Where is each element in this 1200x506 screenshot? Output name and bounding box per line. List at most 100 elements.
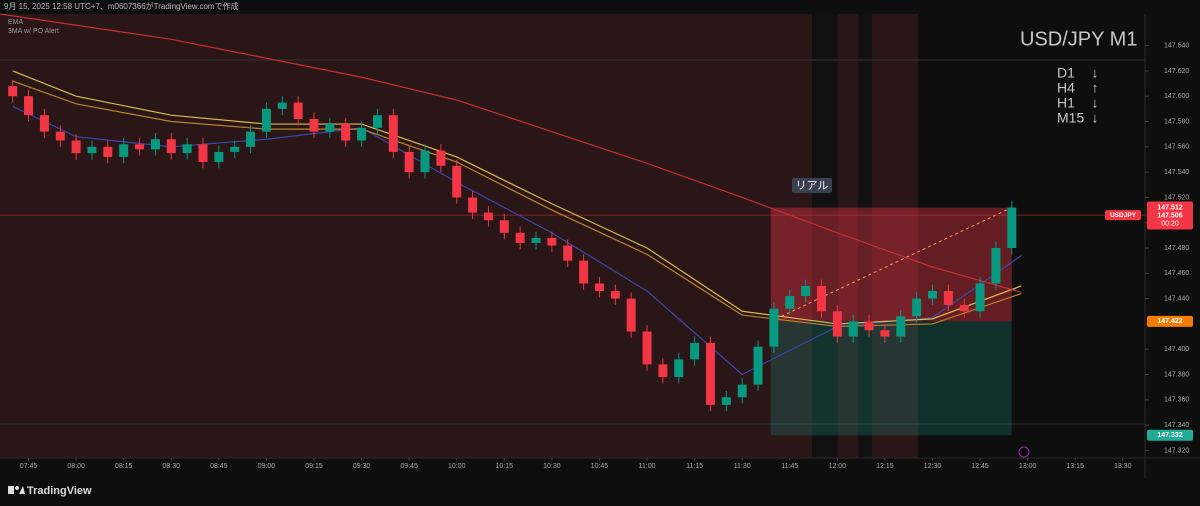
legend-item: EMA xyxy=(8,19,24,26)
candle-body xyxy=(499,220,509,233)
candle-body xyxy=(246,131,256,147)
candle-body xyxy=(769,308,779,347)
trend-arrow: ↑ xyxy=(1092,80,1099,96)
x-tick-label: 12:30 xyxy=(924,463,942,470)
brand: TradingView xyxy=(27,485,92,497)
trend-timeframe: H1 xyxy=(1057,95,1075,111)
x-tick-label: 10:45 xyxy=(591,463,609,470)
x-tick-label: 08:45 xyxy=(210,463,228,470)
candle-body xyxy=(293,102,303,119)
symbol-title: USD/JPY M1 xyxy=(1020,28,1137,50)
candle-body xyxy=(753,346,763,385)
x-tick-label: 13:00 xyxy=(1019,463,1037,470)
candle-body xyxy=(594,283,604,292)
brand-logo xyxy=(19,486,25,494)
x-tick-label: 11:15 xyxy=(686,463,703,470)
candle-body xyxy=(610,291,620,299)
brand-logo xyxy=(15,486,19,490)
candle-body xyxy=(87,146,97,154)
candle-body xyxy=(230,146,240,152)
candle-body xyxy=(436,150,446,166)
x-tick-label: 09:45 xyxy=(400,463,418,470)
candle-body xyxy=(8,86,18,97)
zone-label-box xyxy=(792,178,832,193)
trend-timeframe: H4 xyxy=(1057,80,1075,96)
x-tick-label: 12:45 xyxy=(971,463,989,470)
candle-body xyxy=(166,139,176,154)
x-tick-label: 13:15 xyxy=(1066,463,1084,470)
countdown: 00:20 xyxy=(1161,220,1179,227)
candle-body xyxy=(959,304,969,312)
candle-body xyxy=(420,150,430,173)
candle-body xyxy=(404,151,414,173)
y-tick-label: 147.340 xyxy=(1164,422,1189,429)
candle-body xyxy=(150,139,160,150)
plot xyxy=(0,13,1145,436)
y-tick-label: 147.380 xyxy=(1164,371,1189,378)
y-tick-label: 147.440 xyxy=(1164,295,1189,302)
target-zone xyxy=(770,321,1012,436)
event-icon xyxy=(1018,446,1030,458)
candle-body xyxy=(991,248,1001,284)
y-tick-label: 147.620 xyxy=(1164,68,1189,75)
x-tick-label: 12:00 xyxy=(829,463,847,470)
y-tick-label: 147.460 xyxy=(1164,270,1189,277)
candle-body xyxy=(24,96,34,116)
trend-arrow: ↓ xyxy=(1092,65,1099,81)
trend-timeframe: D1 xyxy=(1057,65,1075,81)
trend-timeframe: M15 xyxy=(1057,110,1084,126)
y-tick-label: 147.540 xyxy=(1164,169,1189,176)
x-tick-label: 09:15 xyxy=(305,463,323,470)
candle-body xyxy=(690,342,700,360)
ma-line xyxy=(0,13,1022,293)
candle-body xyxy=(483,212,493,221)
y-tick-label: 147.520 xyxy=(1164,194,1189,201)
position-path xyxy=(770,207,1013,322)
candle-body xyxy=(103,146,113,157)
candle-body xyxy=(927,291,937,299)
y-tick-label: 147.640 xyxy=(1164,42,1189,49)
candle-body xyxy=(785,296,795,309)
trend-arrow: ↓ xyxy=(1092,110,1099,126)
candle-body xyxy=(309,118,319,132)
candle-body xyxy=(357,127,367,141)
candle-body xyxy=(372,115,382,128)
x-tick-label: 12:15 xyxy=(876,463,894,470)
target-label-box xyxy=(1147,429,1193,441)
candle-body xyxy=(547,237,557,246)
candle-body xyxy=(563,245,573,261)
brand-logo xyxy=(8,486,14,494)
candle-body xyxy=(579,260,589,284)
x-tick-label: 08:15 xyxy=(115,463,133,470)
x-tick-label: 07:45 xyxy=(20,463,38,470)
target-label: 147.332 xyxy=(1157,432,1182,439)
last-price-label: 147.506 xyxy=(1157,212,1182,219)
candle-body xyxy=(626,298,636,332)
candle-body xyxy=(880,330,890,337)
candle-body xyxy=(261,108,271,132)
y-tick-label: 147.400 xyxy=(1164,346,1189,353)
candle-body xyxy=(864,321,874,331)
candle-body xyxy=(721,397,731,405)
y-tick-label: 147.560 xyxy=(1164,144,1189,151)
y-tick-label: 147.320 xyxy=(1164,447,1189,454)
candle-body xyxy=(943,291,953,305)
candle-body xyxy=(119,144,129,157)
stop-label: 147.512 xyxy=(1157,204,1182,211)
candle-body xyxy=(674,359,684,378)
last-price-box xyxy=(1147,201,1193,230)
x-tick-label: 08:30 xyxy=(163,463,181,470)
x-tick-label: 10:15 xyxy=(496,463,514,470)
candle-body xyxy=(642,331,652,365)
candle-body xyxy=(515,232,525,243)
candle-body xyxy=(135,144,145,150)
candle-body xyxy=(896,316,906,337)
candle-body xyxy=(341,124,351,141)
x-tick-label: 11:45 xyxy=(781,463,798,470)
candle-body xyxy=(182,144,192,154)
candle-body xyxy=(214,151,224,162)
entry-label: 147.422 xyxy=(1157,318,1182,325)
candle-body xyxy=(1007,207,1017,249)
x-tick-label: 09:00 xyxy=(258,463,276,470)
candle-body xyxy=(388,115,398,152)
